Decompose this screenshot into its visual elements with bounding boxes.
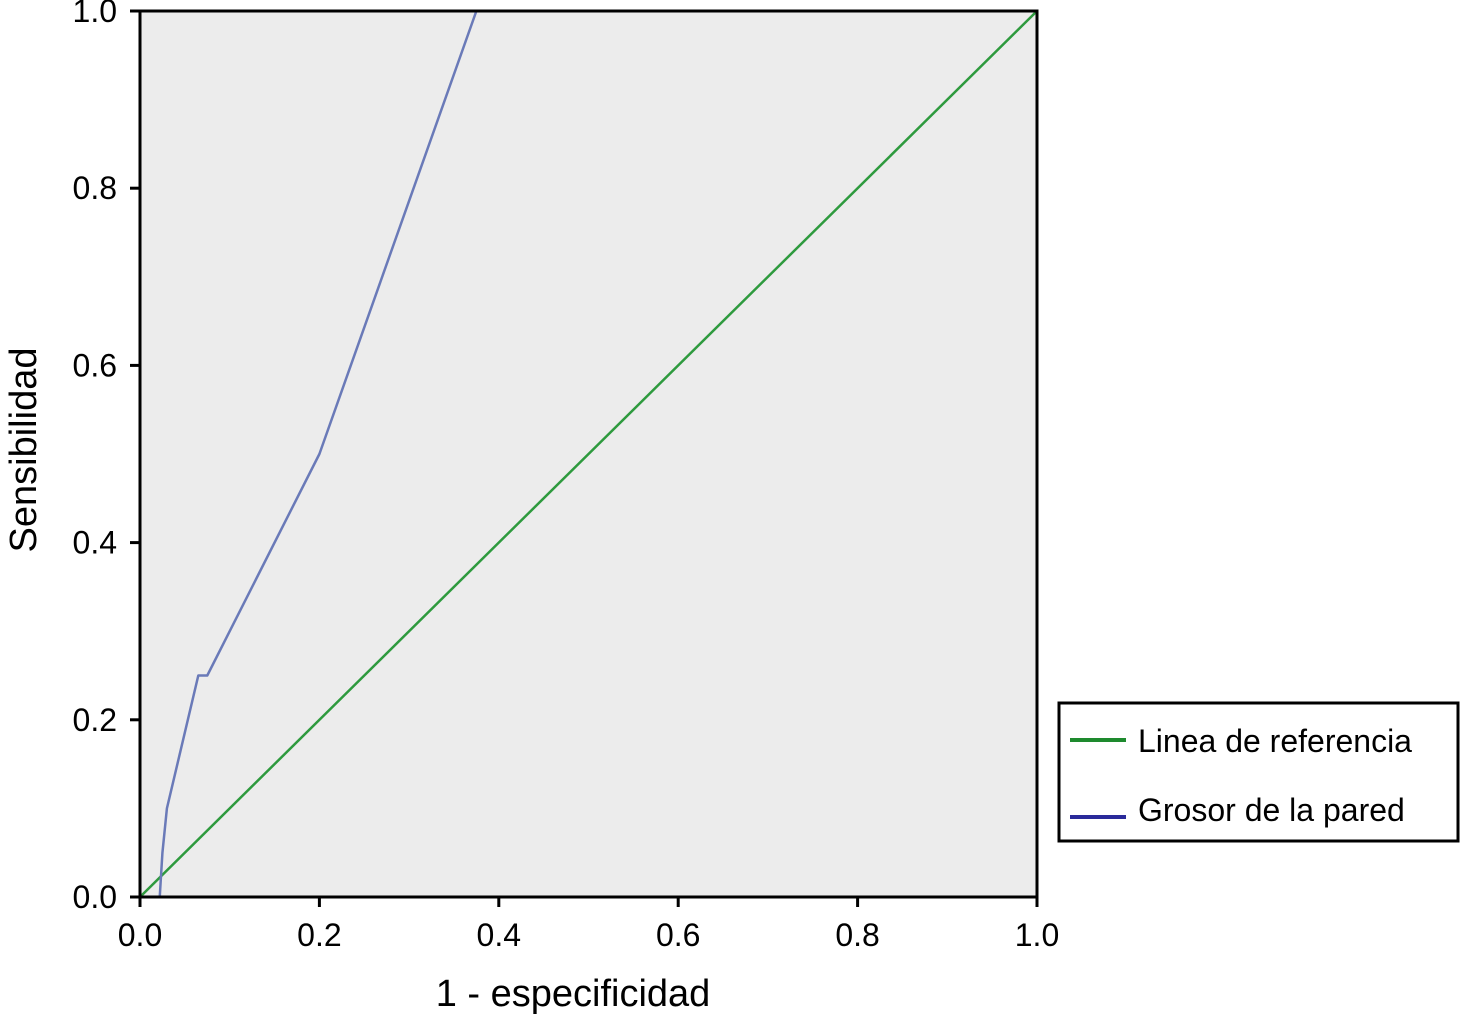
x-tick-label: 0.6 <box>656 917 700 953</box>
x-axis: 0.0 0.2 0.4 0.6 0.8 1.0 <box>118 897 1059 953</box>
x-tick-label: 0.0 <box>118 917 162 953</box>
plot-frame <box>138 9 1039 899</box>
legend: Linea de referencia Grosor de la pared <box>1057 701 1460 843</box>
x-tick-label: 0.4 <box>477 917 521 953</box>
legend-label-wall-thickness: Grosor de la pared <box>1138 792 1405 828</box>
y-tick-label: 1.0 <box>73 0 117 29</box>
x-axis-label: 1 - especificidad <box>436 973 711 1015</box>
y-tick-label: 0.6 <box>73 347 117 383</box>
x-tick-label: 1.0 <box>1015 917 1059 953</box>
y-tick-label: 0.4 <box>73 525 117 561</box>
y-tick-label: 0.2 <box>73 702 117 738</box>
x-tick-label: 0.8 <box>835 917 879 953</box>
y-tick-label: 0.8 <box>73 170 117 206</box>
x-tick-label: 0.2 <box>297 917 341 953</box>
y-axis: 0.0 0.2 0.4 0.6 0.8 1.0 <box>73 0 140 915</box>
y-axis-label: Sensibilidad <box>3 348 45 553</box>
legend-label-reference-line: Linea de referencia <box>1138 723 1412 759</box>
series-line-reference <box>139 10 1038 898</box>
y-tick-label: 0.0 <box>73 879 117 915</box>
